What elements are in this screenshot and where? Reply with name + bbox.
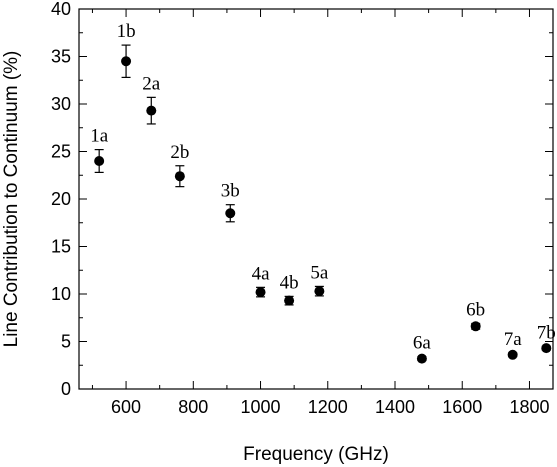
y-tick-label: 30: [51, 94, 71, 114]
data-marker: [470, 321, 481, 332]
data-point-2b: 2b: [170, 142, 189, 188]
data-point-4a: 4a: [252, 263, 271, 298]
x-tick-label: 1800: [509, 397, 549, 417]
y-tick-label: 35: [51, 47, 71, 67]
data-marker: [416, 353, 427, 364]
x-tick-label: 600: [111, 397, 141, 417]
point-label: 1b: [117, 21, 136, 42]
data-marker: [225, 208, 236, 219]
data-point-7b: 7b: [537, 322, 556, 354]
data-point-1b: 1b: [117, 21, 136, 79]
x-tick-label: 1600: [442, 397, 482, 417]
point-label: 6a: [413, 333, 432, 354]
data-marker: [94, 156, 105, 166]
plot-frame: [78, 8, 554, 390]
data-point-7a: 7a: [504, 329, 523, 360]
x-tick-label: 1000: [241, 397, 281, 417]
y-tick-label: 5: [61, 332, 71, 352]
point-label: 4b: [280, 272, 299, 293]
y-tick-label: 25: [51, 142, 71, 162]
point-label: 2a: [142, 73, 161, 94]
data-marker: [255, 287, 266, 298]
y-tick-label: 10: [51, 284, 71, 304]
y-tick-label: 20: [51, 189, 71, 209]
point-label: 7a: [504, 329, 523, 350]
data-marker: [541, 343, 552, 354]
data-point-5a: 5a: [310, 262, 329, 297]
point-label: 6b: [466, 299, 485, 320]
data-marker: [314, 286, 325, 297]
point-label: 1a: [90, 126, 109, 147]
data-point-4b: 4b: [280, 272, 299, 306]
data-point-3b: 3b: [221, 181, 240, 223]
y-tick-label: 40: [51, 0, 71, 19]
point-label: 3b: [221, 181, 240, 202]
point-label: 7b: [537, 322, 556, 343]
y-tick-label: 15: [51, 237, 71, 257]
data-point-6a: 6a: [413, 333, 432, 364]
x-tick-label: 1400: [375, 397, 415, 417]
data-points: 1a 1b 2a 2b 3b 4a 4b 5a 6a 6b 7a 7b: [90, 21, 556, 364]
data-point-1a: 1a: [90, 126, 109, 173]
axis-ticks: 0 5 10 15 20 25 30 35 40 600 800 1000 1200 1400 1600 18…: [51, 0, 553, 417]
data-marker: [121, 56, 132, 67]
data-point-6b: 6b: [466, 299, 485, 332]
y-tick-label: 0: [61, 379, 71, 399]
data-marker: [284, 295, 295, 306]
y-axis-title: Line Contribution to Continuum (%): [1, 51, 22, 348]
point-label: 2b: [170, 142, 189, 163]
point-label: 4a: [252, 263, 271, 284]
x-axis-title: Frequency (GHz): [243, 444, 389, 465]
x-tick-label: 800: [178, 397, 208, 417]
point-label: 5a: [310, 262, 329, 283]
data-point-2a: 2a: [142, 73, 161, 125]
data-marker: [174, 171, 185, 182]
x-tick-label: 1200: [308, 397, 348, 417]
data-marker: [507, 349, 518, 360]
data-marker: [146, 105, 157, 116]
